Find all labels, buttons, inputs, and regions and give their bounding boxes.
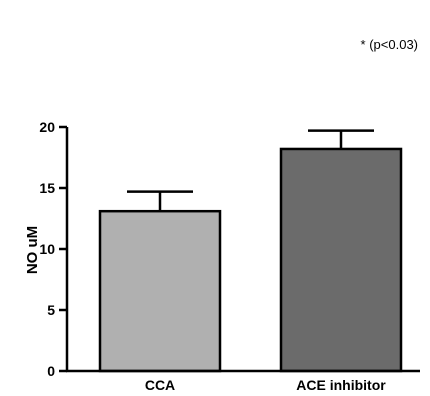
y-tick-label-0: 0 xyxy=(47,363,55,379)
bar-cca xyxy=(98,209,222,373)
y-axis-title: NO uM xyxy=(24,226,41,274)
x-tick-label-cca: CCA xyxy=(145,377,175,393)
y-tick-label-15: 15 xyxy=(39,180,55,196)
y-tick-label-20: 20 xyxy=(39,119,55,135)
x-tick-label-ace-inhibitor: ACE inhibitor xyxy=(296,377,386,393)
bars-layer xyxy=(98,147,403,373)
y-tick-label-5: 5 xyxy=(47,302,55,318)
error-bars-layer xyxy=(127,129,374,212)
bar-ace-inhibitor xyxy=(279,147,403,373)
y-ticks-layer: 0 5 10 15 20 xyxy=(39,119,67,379)
y-tick-label-10: 10 xyxy=(39,241,55,257)
significance-annotation: * (p<0.03) xyxy=(361,37,418,52)
x-labels-layer: CCA ACE inhibitor xyxy=(145,377,386,393)
